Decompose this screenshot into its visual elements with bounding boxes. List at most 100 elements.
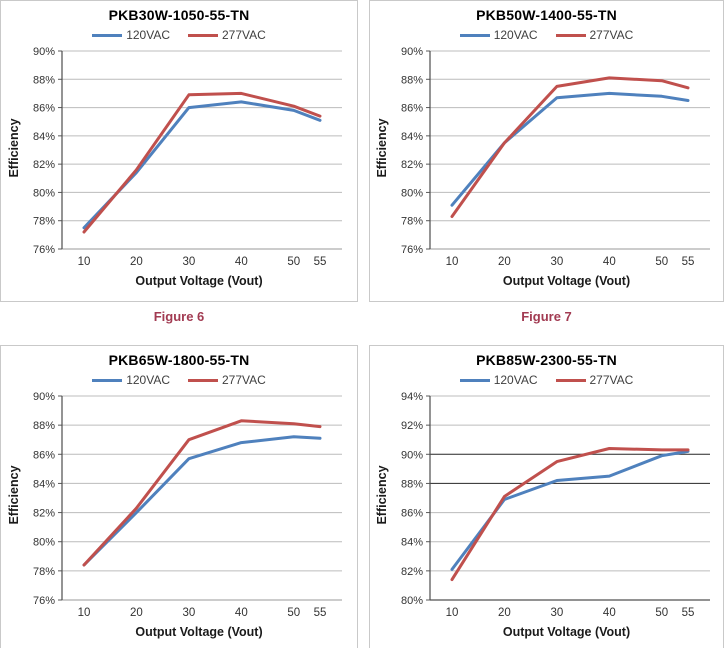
legend-line-swatch-red [555, 33, 586, 37]
chart-panel-pkb30w: PKB30W-1050-55-TN 120VAC 277VAC Efficien… [0, 0, 358, 302]
chart-panel-pkb65w: PKB65W-1800-55-TN 120VAC 277VAC Efficien… [0, 345, 358, 648]
svg-text:86%: 86% [400, 103, 422, 115]
svg-text:82%: 82% [33, 508, 55, 520]
legend-label: 277VAC [222, 373, 266, 387]
svg-text:90%: 90% [400, 449, 422, 461]
chart-legend: 120VAC 277VAC [459, 27, 634, 43]
legend-line-swatch-red [555, 378, 586, 382]
svg-text:94%: 94% [400, 391, 422, 403]
legend-label: 120VAC [126, 28, 170, 42]
legend-item-120vac: 120VAC [92, 373, 170, 387]
svg-text:80%: 80% [400, 595, 422, 607]
line-chart-plot: 76% 78% 80% 82% 84% 86% 88% 90% 10 20 30 40 50 55 [33, 391, 342, 619]
svg-text:40: 40 [235, 607, 248, 619]
x-axis-title: Output Voltage (Vout) [502, 274, 631, 288]
svg-text:50: 50 [655, 607, 668, 619]
svg-text:90%: 90% [33, 46, 55, 58]
svg-text:80%: 80% [33, 537, 55, 549]
svg-text:82%: 82% [33, 159, 55, 171]
svg-text:40: 40 [602, 256, 615, 268]
chart-legend: 120VAC 277VAC [92, 27, 266, 43]
svg-text:50: 50 [287, 256, 300, 268]
svg-text:20: 20 [130, 256, 143, 268]
svg-text:40: 40 [602, 607, 615, 619]
svg-text:80%: 80% [400, 187, 422, 199]
legend-line-swatch-blue [459, 33, 490, 37]
svg-text:84%: 84% [33, 478, 55, 490]
svg-text:78%: 78% [33, 566, 55, 578]
legend-item-277vac: 277VAC [188, 28, 266, 42]
y-axis-title: Efficiency [374, 465, 389, 525]
line-chart-plot: 80% 82% 84% 86% 88% 90% 92% 94% 10 20 30 40 50 55 [400, 391, 710, 619]
svg-text:90%: 90% [400, 46, 422, 58]
legend-label: 277VAC [222, 28, 266, 42]
y-axis-title: Efficiency [374, 118, 389, 178]
legend-line-swatch-red [188, 33, 218, 37]
svg-text:76%: 76% [33, 595, 55, 607]
svg-text:30: 30 [550, 607, 563, 619]
svg-text:90%: 90% [33, 391, 55, 403]
legend-label: 277VAC [589, 28, 634, 42]
svg-text:76%: 76% [400, 244, 422, 256]
legend-label: 120VAC [493, 373, 538, 387]
plot-row: Efficiency 76% 78% 80% 82% 84% 86% 88% 90% 10 20 3… [4, 45, 354, 273]
svg-text:88%: 88% [400, 74, 422, 86]
x-axis-title: Output Voltage (Vout) [135, 625, 263, 639]
x-axis-title: Output Voltage (Vout) [135, 274, 263, 288]
chart-title: PKB30W-1050-55-TN [108, 7, 250, 23]
chart-title: PKB65W-1800-55-TN [108, 352, 250, 368]
chart-legend: 120VAC 277VAC [459, 372, 633, 388]
svg-text:55: 55 [681, 607, 694, 619]
y-axis-title: Efficiency [7, 465, 21, 525]
legend-line-swatch-blue [459, 378, 490, 382]
plot-row: Efficiency 76% 78% 80% 82% 84% 86% 88% 90% 10 20 3… [4, 390, 354, 624]
svg-text:20: 20 [130, 607, 143, 619]
x-axis-title: Output Voltage (Vout) [502, 625, 631, 639]
legend-line-swatch-blue [92, 33, 123, 37]
svg-text:84%: 84% [400, 131, 422, 143]
legend-line-swatch-red [188, 378, 218, 382]
legend-line-swatch-blue [92, 378, 123, 382]
svg-text:55: 55 [314, 256, 327, 268]
svg-text:88%: 88% [33, 74, 55, 86]
svg-text:10: 10 [445, 256, 458, 268]
svg-text:30: 30 [182, 256, 195, 268]
svg-text:55: 55 [681, 256, 694, 268]
svg-text:55: 55 [314, 607, 327, 619]
svg-text:80%: 80% [33, 187, 55, 199]
chart-legend: 120VAC 277VAC [92, 372, 266, 388]
plot-row: Efficiency 80% 82% 84% 86% 88% 90% 92% 94% 10 20 3… [372, 390, 722, 624]
svg-text:86%: 86% [33, 103, 55, 115]
svg-text:30: 30 [182, 607, 195, 619]
svg-text:20: 20 [498, 607, 511, 619]
legend-item-120vac: 120VAC [459, 28, 538, 42]
svg-text:82%: 82% [400, 566, 422, 578]
legend-label: 120VAC [493, 28, 538, 42]
svg-text:78%: 78% [400, 216, 422, 228]
svg-text:10: 10 [78, 256, 91, 268]
svg-text:88%: 88% [400, 478, 422, 490]
chart-title: PKB50W-1400-55-TN [476, 7, 617, 23]
svg-text:84%: 84% [400, 537, 422, 549]
legend-item-277vac: 277VAC [555, 373, 633, 387]
svg-text:88%: 88% [33, 420, 55, 432]
svg-text:84%: 84% [33, 131, 55, 143]
figure-caption-7: Figure 7 [521, 309, 572, 324]
chart-panel-pkb85w: PKB85W-2300-55-TN 120VAC 277VAC Efficien… [369, 345, 724, 648]
legend-item-277vac: 277VAC [188, 373, 266, 387]
line-chart-plot: 76% 78% 80% 82% 84% 86% 88% 90% 10 20 30 40 50 55 [400, 46, 710, 268]
svg-text:76%: 76% [33, 244, 55, 256]
chart-title: PKB85W-2300-55-TN [476, 352, 617, 368]
svg-text:10: 10 [78, 607, 91, 619]
legend-item-277vac: 277VAC [555, 28, 634, 42]
line-chart-plot: 76% 78% 80% 82% 84% 86% 88% 90% 10 20 30 40 50 55 [33, 46, 342, 268]
svg-text:40: 40 [235, 256, 248, 268]
figure-caption-6: Figure 6 [153, 309, 205, 324]
svg-text:30: 30 [550, 256, 563, 268]
svg-text:86%: 86% [33, 449, 55, 461]
plot-row: Efficiency 76% 78% 80% 82% 84% 86% 88% 90% 10 20 3… [372, 45, 722, 273]
legend-item-120vac: 120VAC [459, 373, 538, 387]
svg-text:86%: 86% [400, 508, 422, 520]
svg-text:50: 50 [287, 607, 300, 619]
svg-text:82%: 82% [400, 159, 422, 171]
